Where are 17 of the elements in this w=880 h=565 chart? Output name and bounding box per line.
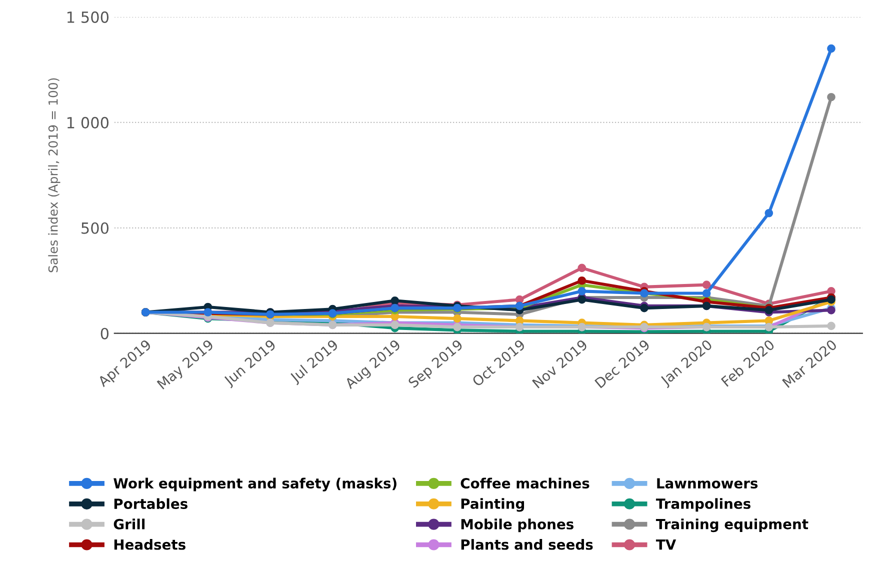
y-tick-label: 1 000: [67, 116, 109, 128]
legend-label: Lawnmowers: [657, 478, 758, 489]
legend-label: Work equipment and safety (masks): [114, 478, 396, 492]
legend-label: Grill: [114, 518, 145, 530]
legend-label: Plants and seeds: [461, 539, 593, 550]
legend-label: Painting: [461, 498, 524, 512]
legend-label: Training equipment: [656, 518, 808, 532]
y-tick-label: 1 500: [67, 11, 109, 23]
y-tick-label: 0: [100, 328, 109, 340]
legend-label: Portables: [114, 498, 188, 510]
legend-label: TV: [656, 539, 676, 550]
legend-label: Trampolines: [656, 498, 750, 512]
y-axis-title: Sales index (April, 2019 = 100): [48, 78, 60, 272]
y-tick-label: 500: [82, 222, 109, 234]
legend-label: Mobile phones: [461, 518, 574, 532]
legend-label: Coffee machines: [460, 478, 590, 489]
legend-label: Headsets: [114, 539, 186, 550]
